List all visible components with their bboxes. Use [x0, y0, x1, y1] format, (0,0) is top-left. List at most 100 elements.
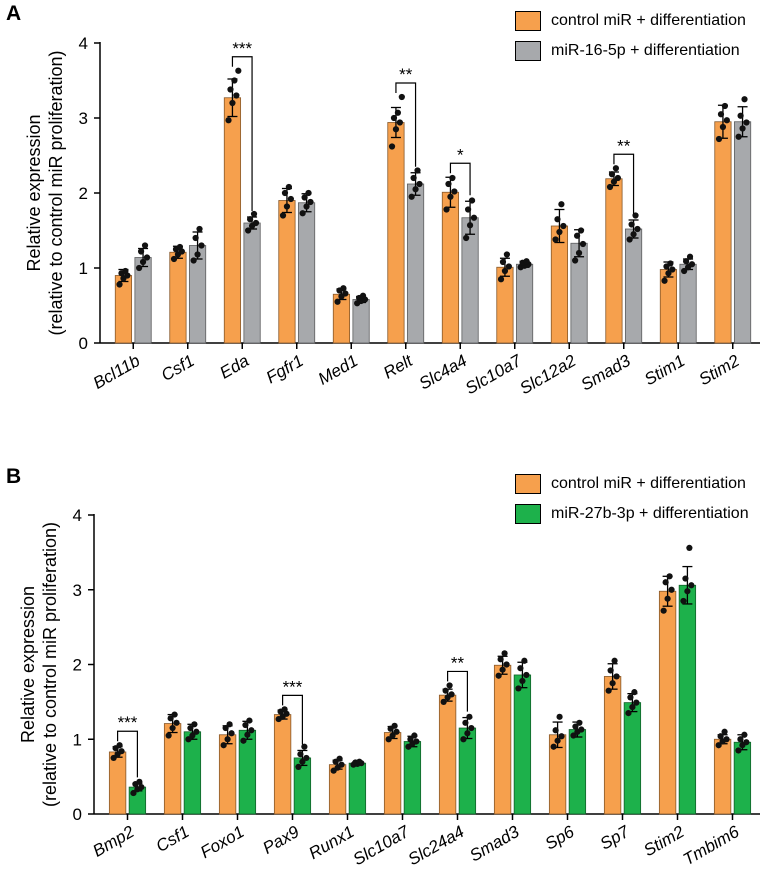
panel-a-bar [733, 121, 752, 344]
panel-a-data-point [497, 276, 505, 283]
panel-b-data-point [185, 736, 192, 743]
panel-b-bar [273, 714, 292, 815]
panel-a-data-point [626, 236, 633, 243]
panel-a-data-point [143, 254, 151, 261]
panel-b-data-point [605, 687, 612, 694]
panel-a-data-point [225, 117, 232, 124]
panel-b-data-point [464, 730, 471, 737]
panel-a-data-point [464, 206, 472, 213]
panel-a-data-point [719, 123, 727, 131]
panel-b-data-point [281, 706, 288, 713]
panel-a-bar [679, 263, 697, 344]
panel-a-data-point [235, 67, 242, 74]
panel-a-data-point [606, 183, 614, 191]
panel-a-data-point [285, 183, 293, 191]
panel-a-data-point [410, 174, 417, 182]
panel-b-data-point [228, 730, 235, 737]
panel-a-data-point [245, 227, 252, 234]
panel-b-data-point [385, 736, 392, 743]
panel-a-data-point [554, 216, 561, 223]
panel-a-y-tick-label: 0 [79, 334, 88, 353]
panel-b-data-point [664, 595, 671, 602]
panel-a-significance-label: ** [617, 136, 631, 155]
panel-b-data-point [519, 677, 526, 685]
panel-a-data-point [246, 216, 254, 223]
panel-b-data-point [570, 732, 577, 739]
panel-a-significance-bracket [395, 82, 417, 167]
panel-b-data-point [554, 737, 561, 744]
panel-b-data-point [338, 761, 345, 768]
panel-b-data-point [686, 544, 693, 551]
panel-a-bar [624, 228, 643, 344]
panel-b-data-point [136, 778, 143, 785]
panel-b-data-point [611, 657, 618, 664]
panel-b-data-point [118, 748, 125, 755]
panel-b-data-point [226, 721, 233, 728]
panel-b-data-point [171, 711, 178, 718]
panel-b-data-point [521, 657, 528, 664]
panel-a-x-tick-label: Slc10a7 [462, 351, 525, 398]
panel-b-x-tick-label: Smad3 [466, 822, 523, 866]
panel-b-bar [108, 751, 127, 815]
panel-a-x-tick-label: Slc12a2 [517, 351, 580, 398]
panel-a-data-point [451, 188, 458, 195]
panel-b-data-point [517, 665, 524, 672]
panel-a-data-point [392, 126, 400, 133]
panel-b-bar [568, 729, 587, 815]
panel-b-bar [403, 741, 422, 815]
panel-b-data-point [662, 579, 669, 586]
panel-b-data-point [224, 736, 231, 743]
legend-item-treatment: miR-16-5p + differentiation [515, 36, 746, 66]
panel-b-data-point [684, 588, 691, 595]
panel-a-data-point [281, 189, 289, 197]
panel-a-significance-bracket [613, 153, 635, 214]
legend-label-treatment: miR-16-5p + differentiation [551, 42, 740, 59]
panel-a-data-point [250, 210, 258, 218]
legend-item-control: control miR + differentiation [515, 6, 746, 36]
legend-label-treatment: miR-27b-3p + differentiation [551, 505, 749, 522]
panel-b-data-point [576, 719, 583, 726]
panel-a-data-point [396, 119, 403, 126]
panel-a-data-point [390, 114, 398, 122]
panel-a-data-point [170, 255, 178, 263]
panel-b-data-point [682, 575, 689, 582]
panel-a-data-point [137, 248, 145, 255]
panel-b-data-point [222, 724, 229, 732]
panel-a-bar [515, 263, 534, 344]
panel-b-significance-bracket [117, 730, 138, 778]
panel-b-data-point [193, 728, 200, 735]
panel-a-data-point [198, 242, 205, 249]
panel-b-data-point [495, 672, 502, 679]
panel-a-data-point [141, 242, 149, 249]
panel-a-data-point [303, 203, 310, 210]
panel-b-data-point [717, 733, 724, 740]
panel-b-significance-label: *** [118, 713, 138, 732]
panel-a-data-point [416, 180, 423, 188]
panel-b-data-point [556, 713, 563, 720]
panel-b-data-point [629, 704, 636, 711]
panel-b-data-point [301, 743, 308, 750]
legend-a: control miR + differentiation miR-16-5p … [515, 6, 746, 66]
panel-a-bar [223, 97, 242, 344]
panel-a-y-tick-label: 3 [79, 109, 88, 128]
panel-label-b: B [6, 465, 22, 488]
panel-b-x-tick-label: Pax9 [259, 822, 303, 858]
panel-a-x-tick-label: Csf1 [158, 351, 198, 385]
panel-a-y-tick-label: 4 [79, 34, 88, 53]
panel-a-data-point [715, 135, 723, 143]
panel-b-data-point [165, 732, 172, 739]
panel-a-data-point [608, 171, 616, 178]
panel-a-data-point [176, 243, 184, 251]
panel-a-data-point [342, 290, 349, 297]
panel-a-data-point [669, 266, 676, 273]
panel-b-data-point [440, 698, 447, 705]
panel-b-data-point [295, 763, 302, 771]
legend-label-control: control miR + differentiation [551, 12, 746, 29]
panel-a-data-point [735, 133, 742, 140]
panel-b-data-point [116, 742, 123, 749]
panel-b-data-point [501, 650, 508, 657]
panel-b-data-point [460, 736, 467, 743]
panel-a-data-point [634, 225, 641, 233]
panel-a-data-point [305, 189, 312, 197]
panel-a-data-point [501, 267, 509, 275]
